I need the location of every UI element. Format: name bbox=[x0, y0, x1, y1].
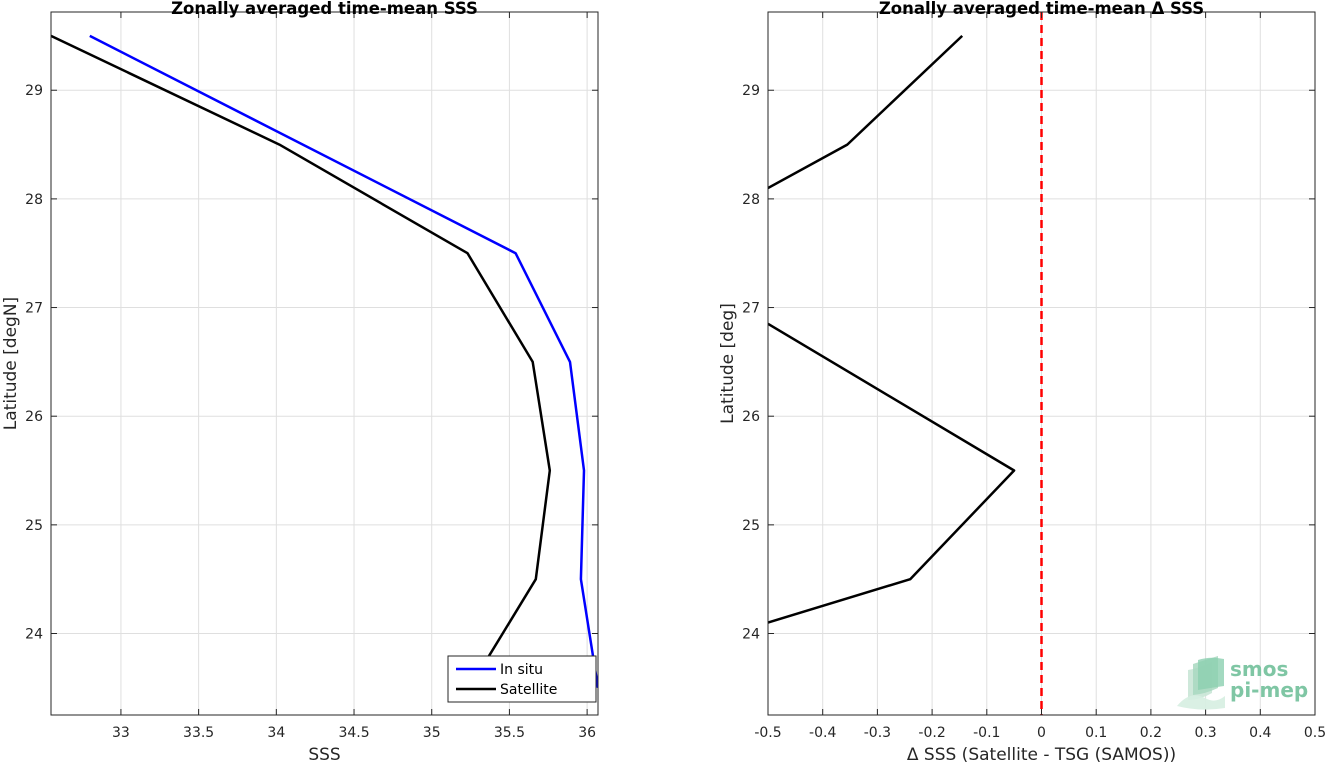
smos-pi-mep-logo: smos pi-mep bbox=[1177, 656, 1308, 710]
y-tick-label: 24 bbox=[742, 627, 760, 643]
x-tick-label: 34.5 bbox=[338, 725, 369, 741]
x-axis-label: SSS bbox=[308, 745, 340, 764]
series-line-in-situ bbox=[89, 34, 598, 688]
x-tick-label: 35 bbox=[423, 725, 441, 741]
series-line-delta-sss-0 bbox=[768, 34, 964, 190]
x-tick-label: -0.1 bbox=[973, 725, 1000, 741]
logo-text-line2: pi-mep bbox=[1230, 678, 1308, 702]
x-tick-label: 0.5 bbox=[1304, 725, 1326, 741]
y-tick-label: 24 bbox=[25, 627, 43, 643]
y-tick-label: 28 bbox=[25, 192, 43, 208]
y-tick-label: 26 bbox=[25, 409, 43, 425]
y-tick-label: 27 bbox=[742, 301, 760, 317]
y-tick-label: 29 bbox=[742, 83, 760, 99]
legend: In situ Satellite bbox=[447, 655, 597, 703]
x-tick-label: 0.2 bbox=[1140, 725, 1162, 741]
left-panel-sss: 33 33.5 34 34.5 35 35.5 36 24 25 26 27 28 29 Zonally … bbox=[1, 0, 599, 764]
legend-label: In situ bbox=[500, 662, 543, 678]
y-axis-label: Latitude [degN] bbox=[1, 297, 21, 430]
chart-title: Zonally averaged time-mean SSS bbox=[171, 0, 478, 18]
x-tick-label: -0.4 bbox=[809, 725, 836, 741]
x-tick-label: 33.5 bbox=[183, 725, 214, 741]
y-tick-label: 25 bbox=[742, 518, 760, 534]
x-tick-label: 0.1 bbox=[1085, 725, 1107, 741]
x-tick-label: 0.4 bbox=[1249, 725, 1271, 741]
y-tick-label: 29 bbox=[25, 83, 43, 99]
y-axis-label: Latitude [deg] bbox=[718, 303, 738, 424]
chart-title: Zonally averaged time-mean Δ SSS bbox=[879, 0, 1204, 18]
x-tick-label: 33 bbox=[112, 725, 130, 741]
logo-emblem bbox=[1177, 656, 1225, 710]
x-axis-label: Δ SSS (Satellite - TSG (SAMOS)) bbox=[907, 745, 1176, 764]
y-tick-label: 25 bbox=[25, 518, 43, 534]
x-tick-label: -0.5 bbox=[754, 725, 781, 741]
y-tick-label: 27 bbox=[25, 301, 43, 317]
right-panel-delta-sss: -0.5 -0.4 -0.3 -0.2 -0.1 0 0.1 0.2 0.3 0.4 0.5 24 25… bbox=[718, 0, 1326, 764]
y-tick-label: 26 bbox=[742, 409, 760, 425]
series-line-delta-sss-1 bbox=[768, 322, 1016, 624]
plot-area bbox=[51, 12, 598, 715]
legend-box bbox=[447, 655, 597, 703]
series-line-satellite bbox=[51, 34, 552, 662]
x-tick-label: 0.3 bbox=[1194, 725, 1216, 741]
x-tick-label: 35.5 bbox=[494, 725, 525, 741]
axes-frame bbox=[50, 11, 599, 716]
x-tick-label: 36 bbox=[578, 725, 596, 741]
y-tick-label: 28 bbox=[742, 192, 760, 208]
legend-label: Satellite bbox=[500, 682, 557, 698]
x-tick-label: 34 bbox=[267, 725, 285, 741]
x-tick-label: -0.3 bbox=[864, 725, 891, 741]
x-tick-label: -0.2 bbox=[918, 725, 945, 741]
logo-text-line1: smos bbox=[1230, 657, 1288, 681]
x-tick-label: 0 bbox=[1037, 725, 1046, 741]
